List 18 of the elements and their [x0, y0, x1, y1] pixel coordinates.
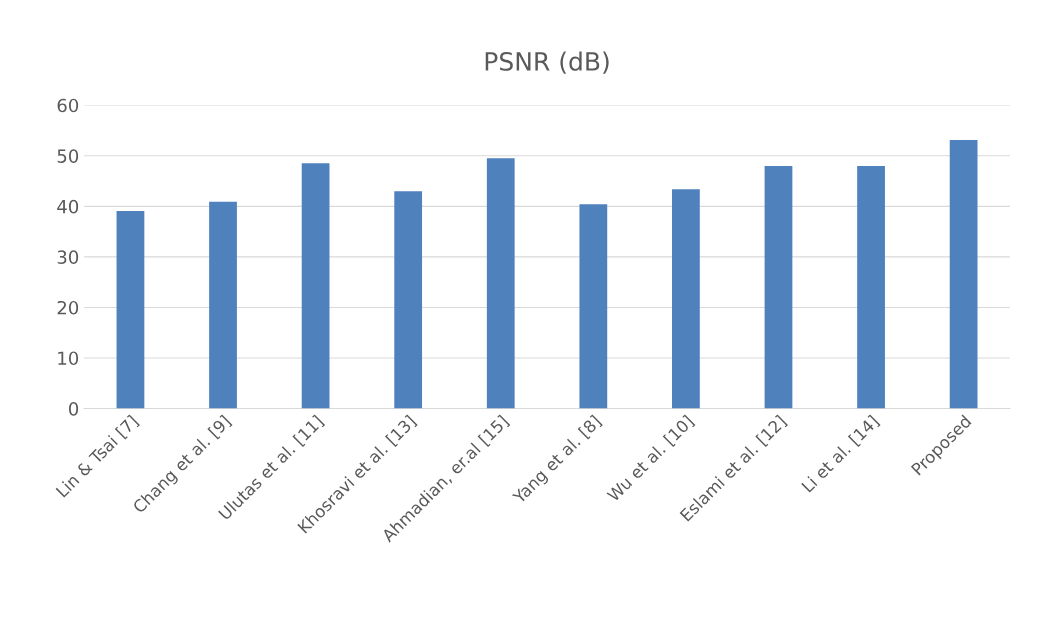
bar — [209, 201, 237, 409]
bar — [394, 191, 423, 409]
bar — [764, 165, 793, 409]
y-tick-label: 10 — [58, 351, 79, 366]
y-tick-label: 30 — [57, 250, 79, 264]
chart-title: PSNR (dB) — [485, 51, 609, 74]
bar — [857, 165, 885, 409]
bar — [672, 189, 700, 409]
y-tick-label: 50 — [57, 149, 79, 163]
bar — [949, 140, 978, 409]
y-tick-label: 60 — [57, 98, 79, 113]
bar — [116, 210, 145, 409]
bar — [301, 163, 330, 409]
bar — [486, 158, 515, 409]
y-tick-label: 20 — [57, 300, 79, 315]
y-tick-label: 40 — [57, 199, 79, 214]
y-tick-label: 0 — [69, 402, 79, 416]
bar — [579, 204, 608, 409]
